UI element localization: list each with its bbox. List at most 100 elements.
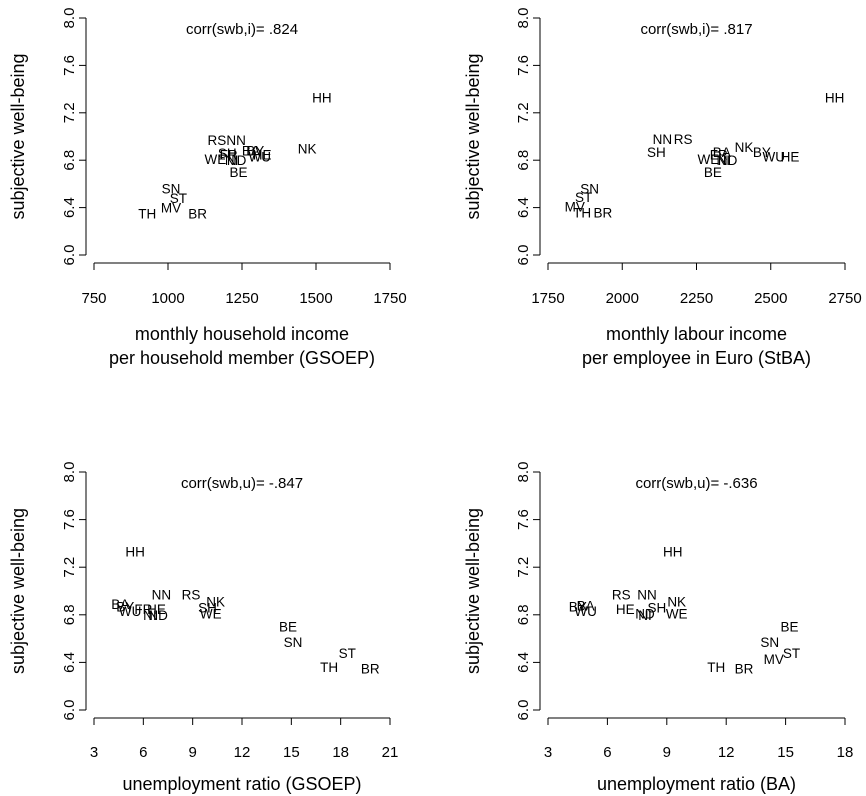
data-point-label: BE — [229, 165, 247, 180]
data-point-label: MV — [565, 199, 585, 214]
y-tick-label: 6.8 — [515, 604, 532, 625]
x-tick-label: 2500 — [754, 290, 787, 307]
data-point-label: SN — [284, 635, 303, 650]
x-tick-label: 1500 — [299, 290, 332, 307]
x-tick-label: 15 — [777, 744, 794, 761]
y-axis-label: subjective well-being — [463, 53, 483, 219]
correlation-annotation: corr(swb,u)= -.636 — [635, 475, 757, 492]
data-point-label: BE — [704, 165, 722, 180]
data-point-label: BR — [188, 207, 207, 222]
data-point-label: ND — [148, 608, 168, 623]
data-point-label: SH — [198, 601, 217, 616]
x-axis-label: monthly household income — [135, 324, 349, 344]
data-point-label: NK — [735, 140, 754, 155]
scatter-panel-1: 750 1000 1250 1500 1750 6.0 6.4 6.8 7.2 7.6 8.0 sub… — [8, 8, 407, 368]
y-tick-label: 6.4 — [515, 652, 532, 673]
data-point-label: BE — [781, 620, 799, 635]
data-point-label: FR — [134, 602, 152, 617]
data-point-label: NK — [667, 595, 686, 610]
data-point-label: SN — [162, 182, 181, 197]
data-point-label: WU — [762, 150, 785, 165]
data-point-label: NK — [206, 595, 225, 610]
data-point-label: HH — [663, 545, 683, 560]
y-tick-label: 7.6 — [61, 55, 78, 76]
data-point-label: NI — [225, 153, 239, 168]
x-tick-label: 1750 — [531, 290, 564, 307]
y-tick-label: 8.0 — [61, 8, 78, 29]
y-axis-label: subjective well-being — [8, 508, 28, 674]
y-tick-label: 6.4 — [61, 652, 78, 673]
data-point-label: SH — [647, 145, 666, 160]
x-tick-label: 12 — [234, 744, 251, 761]
data-point-label: MV — [764, 652, 784, 667]
data-point-label: NI — [638, 608, 652, 623]
data-point-label: ST — [339, 646, 356, 661]
data-point-label: BA — [577, 598, 595, 613]
y-tick-label: 6.8 — [61, 150, 78, 171]
data-point-label: RS — [182, 588, 201, 603]
data-point-label: TH — [707, 660, 725, 675]
data-point-label: SN — [760, 635, 779, 650]
y-tick-label: 6.0 — [515, 700, 532, 721]
scatter-panel-3: 3 6 9 12 15 18 21 6.0 6.4 6.8 7.2 7.6 8.0 subjective … — [8, 462, 398, 794]
data-point-label: ST — [783, 646, 800, 661]
data-point-label: FR — [710, 147, 728, 162]
y-tick-label: 6.0 — [515, 245, 532, 266]
data-point-label: WE — [200, 607, 222, 622]
y-tick-label: 6.8 — [61, 604, 78, 625]
data-point-label: TH — [320, 660, 338, 675]
correlation-annotation: corr(swb,i)= .817 — [640, 21, 752, 38]
y-tick-label: 7.2 — [61, 557, 78, 578]
data-point-label: ND — [635, 607, 655, 622]
data-point-label: HE — [253, 147, 272, 162]
data-point-label: TH — [138, 207, 156, 222]
x-tick-label: 21 — [382, 744, 399, 761]
x-tick-label: 2250 — [680, 290, 713, 307]
data-point-label: ND — [718, 153, 738, 168]
x-tick-label: 750 — [81, 290, 106, 307]
x-tick-label: 2750 — [828, 290, 861, 307]
data-point-label: NI — [716, 153, 730, 168]
x-tick-label: 2000 — [606, 290, 639, 307]
y-tick-label: 7.6 — [515, 55, 532, 76]
y-axis-label: subjective well-being — [8, 53, 28, 219]
data-point-label: RS — [674, 132, 693, 147]
data-point-label: BY — [753, 145, 771, 160]
data-point-label: HH — [825, 90, 845, 105]
data-point-label: RS — [207, 133, 226, 148]
data-point-label: FR — [220, 147, 238, 162]
data-point-label: BR — [735, 661, 754, 676]
x-tick-label: 3 — [544, 744, 552, 761]
x-tick-label: 9 — [663, 744, 671, 761]
y-tick-label: 8.0 — [515, 8, 532, 29]
x-tick-label: 12 — [718, 744, 735, 761]
data-point-label: TH — [573, 205, 591, 220]
data-point-label: BR — [361, 661, 380, 676]
x-tick-label: 15 — [283, 744, 300, 761]
x-tick-label: 1250 — [225, 290, 258, 307]
correlation-annotation: corr(swb,u)= -.847 — [181, 475, 303, 492]
correlation-annotation: corr(swb,i)= .824 — [186, 21, 298, 38]
y-tick-label: 6.0 — [61, 700, 78, 721]
data-point-label: BY — [569, 599, 587, 614]
data-point-label: HH — [312, 90, 332, 105]
y-tick-label: 7.2 — [61, 102, 78, 123]
x-axis-label: unemployment ratio (BA) — [597, 774, 796, 794]
data-point-label: HE — [616, 602, 635, 617]
data-point-label: SH — [648, 601, 667, 616]
y-tick-label: 8.0 — [515, 462, 532, 483]
y-tick-label: 7.2 — [515, 557, 532, 578]
data-point-label: NI — [143, 608, 157, 623]
y-tick-label: 8.0 — [61, 462, 78, 483]
data-point-label: HE — [781, 150, 800, 165]
data-point-label: NN — [653, 132, 673, 147]
x-tick-label: 1000 — [151, 290, 184, 307]
y-tick-label: 6.4 — [515, 197, 532, 218]
data-point-label: BE — [279, 620, 297, 635]
x-tick-label: 6 — [603, 744, 611, 761]
y-axis-label: subjective well-being — [463, 508, 483, 674]
data-point-label: WU — [574, 604, 597, 619]
data-point-label: WU — [249, 150, 272, 165]
data-point-label: ST — [170, 191, 187, 206]
